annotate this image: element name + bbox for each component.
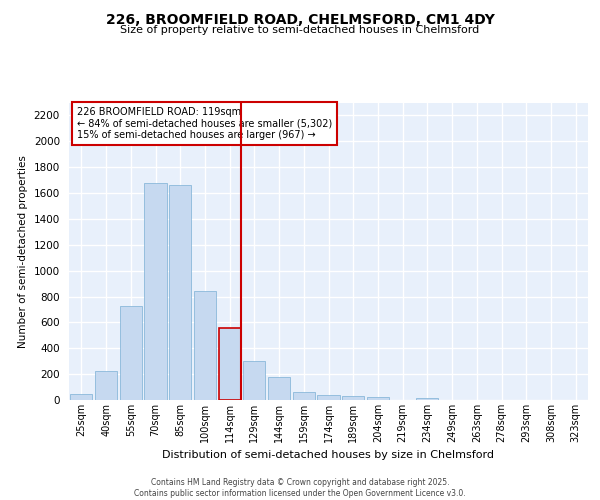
Bar — [243, 361, 265, 400]
Bar — [218, 328, 241, 400]
Bar — [119, 306, 142, 400]
Bar — [194, 290, 216, 400]
Text: Contains HM Land Registry data © Crown copyright and database right 2025.
Contai: Contains HM Land Registry data © Crown c… — [134, 478, 466, 498]
Bar — [416, 398, 439, 400]
Bar — [169, 186, 191, 400]
X-axis label: Distribution of semi-detached houses by size in Chelmsford: Distribution of semi-detached houses by … — [163, 450, 494, 460]
Bar — [293, 392, 315, 400]
Bar — [268, 376, 290, 400]
Bar — [367, 397, 389, 400]
Bar — [317, 394, 340, 400]
Y-axis label: Number of semi-detached properties: Number of semi-detached properties — [18, 155, 28, 348]
Text: 226 BROOMFIELD ROAD: 119sqm
← 84% of semi-detached houses are smaller (5,302)
15: 226 BROOMFIELD ROAD: 119sqm ← 84% of sem… — [77, 107, 332, 140]
Text: 226, BROOMFIELD ROAD, CHELMSFORD, CM1 4DY: 226, BROOMFIELD ROAD, CHELMSFORD, CM1 4D… — [106, 12, 494, 26]
Bar — [95, 371, 117, 400]
Text: Size of property relative to semi-detached houses in Chelmsford: Size of property relative to semi-detach… — [121, 25, 479, 35]
Bar — [145, 184, 167, 400]
Bar — [342, 396, 364, 400]
Bar — [70, 394, 92, 400]
